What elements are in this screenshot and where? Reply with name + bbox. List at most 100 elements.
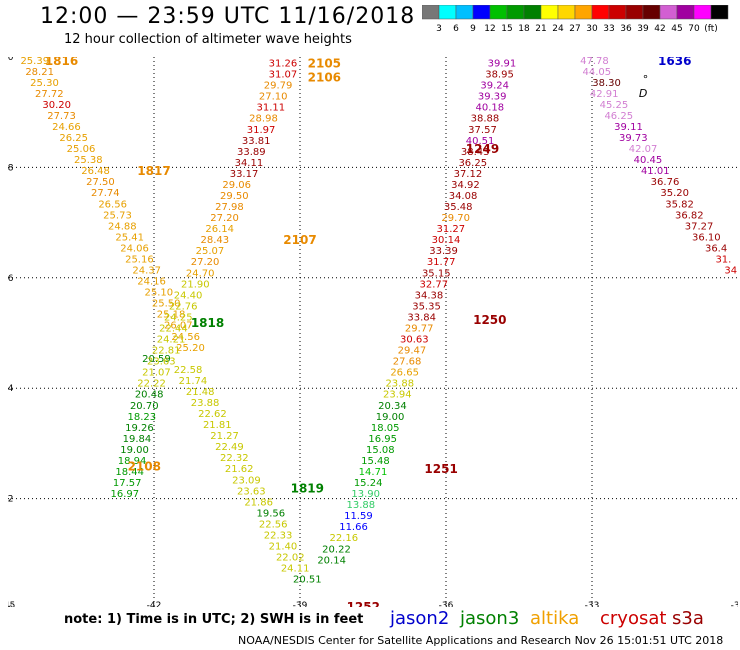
wave-height-label: 33.39 (429, 246, 458, 257)
wave-height-label: 28.98 (249, 114, 278, 125)
wave-height-label: 37.57 (468, 125, 497, 136)
wave-height-label: 38.95 (485, 70, 514, 81)
wave-height-label: 31.11 (256, 103, 285, 114)
wave-height-label: 35.20 (660, 188, 689, 199)
wave-height-label: 29.79 (264, 81, 293, 92)
wave-height-label: 36.82 (675, 210, 704, 221)
track-altika: 25.3928.2125.3027.7230.2027.7324.6626.25… (20, 57, 204, 354)
wave-height-label: 22.02 (276, 553, 305, 564)
y-tick-label: 30 (8, 605, 14, 607)
wave-height-label: 14.71 (359, 467, 388, 478)
wave-height-label: 26.56 (98, 199, 127, 210)
x-tick-label: -39 (293, 601, 308, 607)
wave-height-label: 24.70 (186, 268, 215, 279)
wave-height-label: 30.63 (400, 335, 429, 346)
wave-height-label: 44.05 (583, 67, 612, 78)
colorbar-label: 27 (569, 24, 580, 34)
colorbar-label: 9 (470, 24, 476, 34)
wave-height-label: 33.89 (237, 147, 266, 158)
wave-height-label: 25.06 (67, 144, 96, 155)
colorbar-swatch (676, 5, 695, 20)
pass-time-label: 1818 (191, 316, 224, 330)
wave-height-label: 36.76 (651, 177, 680, 188)
wave-height-label: 26.14 (205, 224, 234, 235)
pass-time-label: 1817 (137, 164, 170, 178)
wave-height-label: 22.16 (329, 533, 358, 544)
wave-height-label: 39.91 (488, 59, 517, 70)
colorbar-swatch (422, 5, 440, 20)
wave-height-label: 11.59 (344, 511, 373, 522)
wave-height-label: 33.81 (242, 136, 271, 147)
wave-height-label: 21.90 (181, 279, 210, 290)
colorbar-label: 33 (603, 24, 614, 34)
wave-height-label: 18.05 (371, 423, 400, 434)
pass-time-label: 2108 (128, 459, 161, 473)
wave-height-label: 22.76 (169, 301, 198, 312)
wave-height-label: 25.41 (115, 232, 144, 243)
colorbar-swatch (693, 5, 712, 20)
wave-height-label: 36.4 (705, 243, 727, 254)
wave-height-label: 27.20 (210, 213, 239, 224)
map-subtitle: 12 hour collection of altimeter wave hei… (64, 32, 352, 47)
wave-height-label: 18.94 (118, 456, 147, 467)
wave-height-label: 32.77 (420, 279, 449, 290)
wave-height-label: 30.20 (42, 100, 71, 111)
wave-height-label: 18.23 (128, 412, 157, 423)
wave-height-label: 20.14 (317, 555, 346, 566)
y-tick-label: 40 (8, 57, 14, 63)
wave-height-label: 31.97 (247, 125, 276, 136)
wave-height-label: 31.07 (269, 70, 298, 81)
colorbar-swatch (608, 5, 627, 20)
wave-height-label: 21.27 (210, 431, 239, 442)
wave-height-label: 21.86 (244, 497, 273, 508)
wave-height-label: 24.40 (174, 290, 203, 301)
pass-time-label: 2107 (283, 233, 316, 247)
y-tick-label: 36 (8, 274, 14, 284)
wave-height-label: 31. (715, 254, 731, 265)
wave-height-label: 20.70 (130, 401, 159, 412)
wave-height-label: 28.43 (201, 235, 230, 246)
colorbar-label: 70 (688, 24, 700, 34)
wave-height-label: 27.10 (259, 92, 288, 103)
wave-height-label: 24.66 (52, 122, 81, 133)
wave-height-label: 36.25 (458, 158, 487, 169)
wave-height-label: 35.35 (412, 301, 441, 312)
wave-height-label: 29.77 (405, 323, 434, 334)
y-tick-label: 32 (8, 495, 13, 505)
pass-time-label: 2106 (308, 70, 341, 84)
wave-height-label: 33.17 (230, 169, 259, 180)
wave-height-label: 23.94 (383, 390, 412, 401)
wave-height-label: 22.56 (259, 519, 288, 530)
track-jason3: 20.5922.5821.7421.4823.8822.6221.8121.27… (142, 316, 324, 586)
wave-height-label: 17.57 (113, 478, 142, 489)
wave-height-label: 34.08 (449, 191, 478, 202)
wave-height-label: 25.16 (125, 254, 154, 265)
wave-height-label: 23.88 (385, 379, 414, 390)
wave-height-label: 34.92 (451, 180, 480, 191)
colorbar-label: (ft) (704, 24, 718, 34)
wave-height-label: 47.78 (580, 57, 609, 67)
wave-height-label: 21.48 (186, 387, 215, 398)
wave-height-label: 45.25 (600, 100, 629, 111)
wave-height-label: 23.63 (237, 486, 266, 497)
wave-height-label: 22.22 (137, 379, 166, 390)
wave-height-label: 24.11 (281, 564, 310, 575)
wave-height-label: 34 (724, 266, 737, 277)
wave-height-label: 37.12 (454, 169, 483, 180)
wave-height-label: 22.49 (215, 442, 244, 453)
colorbar-swatch (472, 5, 491, 20)
wave-height-label: 22.58 (174, 365, 203, 376)
wave-height-label: 21.07 (142, 368, 171, 379)
wave-height-label: 29.47 (398, 346, 427, 357)
x-tick-label: -33 (585, 601, 600, 607)
wave-height-label: 21.81 (203, 420, 232, 431)
colorbar-swatch (591, 5, 610, 20)
wave-height-label: 35.82 (665, 199, 694, 210)
colorbar-swatch (710, 5, 729, 20)
wave-height-colorbar: 3 6 9 12 15 18 21 24 27 30 33 36 39 42 45 70 (ft) (422, 5, 729, 34)
wave-height-label: 16.95 (368, 434, 397, 445)
wave-height-label: 15.48 (361, 456, 390, 467)
wave-height-label: 29.50 (220, 191, 249, 202)
wave-height-label: 22.44 (159, 323, 188, 334)
colorbar-swatch (625, 5, 644, 20)
